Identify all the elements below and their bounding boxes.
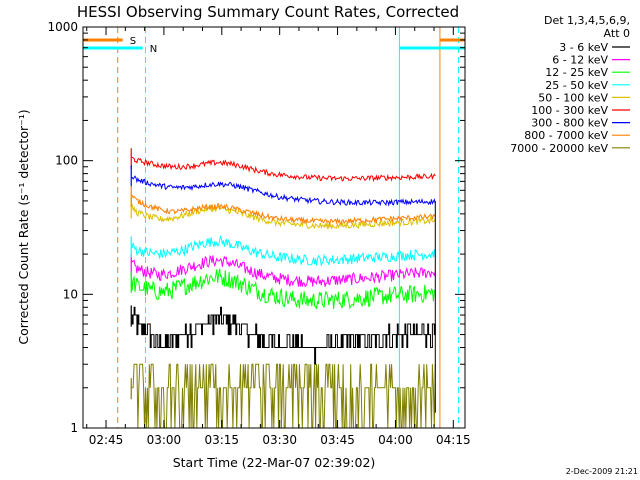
legend-label-3-6-kev: 3 - 6 keV [559,41,608,54]
series-line-12-25-kev [130,268,436,310]
series-7000-20000-kev [130,363,436,429]
x-tick-label-03-45: 03:45 [320,433,355,447]
x-tick-label-03-15: 03:15 [204,433,239,447]
series-line-3-6-kev [131,306,436,365]
legend-header-line2: Att 0 [604,27,630,40]
plot-frame [82,26,466,429]
series-line-300-800-kev [131,175,436,207]
y-tick-label-100: 100 [55,154,78,168]
legend-label-300-800-kev: 300 - 800 keV [531,117,608,130]
series-line-6-12-kev [130,254,436,288]
footer-timestamp: 2-Dec-2009 21:21 [566,467,638,476]
x-tick-label-04-15: 04:15 [436,433,471,447]
y-tick-label-1: 1 [70,421,78,435]
series-line-25-50-kev [130,235,436,266]
chart-title: HESSI Observing Summary Count Rates, Cor… [77,3,459,21]
series-100-300-kev [130,148,436,183]
data-series [130,148,436,429]
legend-header-line1: Det 1,3,4,5,6,9, [544,14,630,27]
legend-label-7000-20000-kev: 7000 - 20000 keV [510,142,608,155]
x-tick-label-04-00: 04:00 [378,433,413,447]
series-800-7000-kev [130,185,436,226]
annotation-label-n: N [150,44,157,55]
series-line-7000-20000-kev [131,363,436,429]
series-line-50-100-kev [131,204,436,230]
legend-label-50-100-kev: 50 - 100 keV [538,91,608,104]
series-line-800-7000-kev [131,194,436,226]
x-axis-label: Start Time (22-Mar-07 02:39:02) [173,455,376,470]
annotations: SN [83,27,465,428]
axes: 02:45 03:00 03:15 03:30 03:45 04:00 04:15 1 10 10… [47,20,470,447]
x-tick-label-02-45: 02:45 [89,433,124,447]
annotation-label-s: S [130,36,136,47]
series-3-6-kev [130,305,436,365]
legend-label-6-12-kev: 6 - 12 keV [552,54,608,67]
y-tick-label-10: 10 [63,287,78,301]
x-tick-label-03-30: 03:30 [262,433,297,447]
legend-label-100-300-kev: 100 - 300 keV [531,104,608,117]
y-axis-label: Corrected Count Rate (s⁻¹ detector⁻¹) [16,109,31,344]
series-12-25-kev [130,268,436,310]
legend-label-12-25-kev: 12 - 25 keV [545,66,608,79]
legend-label-800-7000-kev: 800 - 7000 keV [524,129,608,142]
legend-label-25-50-kev: 25 - 50 keV [545,79,608,92]
series-25-50-kev [130,235,436,266]
x-tick-label-03-00: 03:00 [147,433,182,447]
series-line-100-300-kev [130,156,436,183]
y-tick-label-1000: 1000 [47,20,78,34]
series-300-800-kev [130,165,436,207]
